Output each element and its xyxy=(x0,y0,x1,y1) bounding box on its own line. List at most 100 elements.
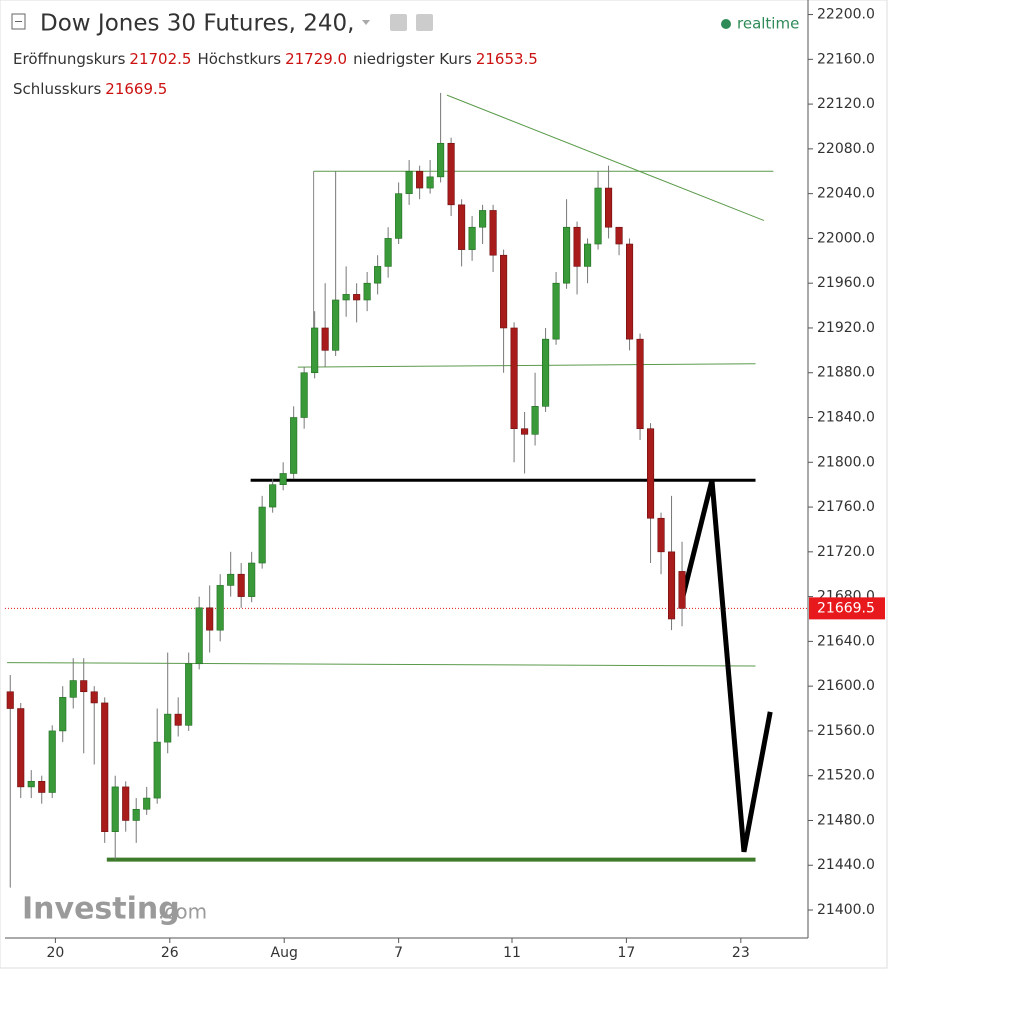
y-tick-label: 21520.0 xyxy=(817,768,875,784)
readout-name: niedrigster Kurs xyxy=(353,50,472,68)
candle-body xyxy=(363,282,371,301)
candle-body xyxy=(447,142,455,206)
candle-body xyxy=(6,691,14,709)
readout-value: 21702.5 xyxy=(129,50,192,68)
candle-body xyxy=(531,406,539,435)
candle-body xyxy=(311,327,319,374)
candle-body xyxy=(80,680,88,693)
candle-body xyxy=(395,193,403,239)
y-tick-label: 22000.0 xyxy=(817,230,875,246)
ohlc-readout: Eröffnungskurs 21702.5 Höchstkurs 21729.0 ni… xyxy=(13,44,544,104)
candle-body xyxy=(510,327,518,430)
realtime-label: realtime xyxy=(737,15,799,33)
candle-body xyxy=(269,484,277,508)
chart-title: Dow Jones 30 Futures, 240, xyxy=(40,11,354,37)
x-tick-label: 7 xyxy=(394,945,403,961)
candle-body xyxy=(290,417,298,474)
candle-body xyxy=(437,142,445,178)
candle-body xyxy=(500,254,508,329)
x-tick-label: Aug xyxy=(271,945,298,961)
candle-body xyxy=(111,786,119,832)
candle-body xyxy=(667,551,676,620)
candle-body xyxy=(479,210,487,228)
x-tick-label: 26 xyxy=(161,945,179,961)
y-tick-label: 21600.0 xyxy=(817,678,875,694)
y-tick-label: 22200.0 xyxy=(817,7,875,23)
drawing-layer xyxy=(7,94,774,862)
y-tick-label: 21760.0 xyxy=(817,499,875,515)
candle-body xyxy=(258,506,266,564)
candle-body xyxy=(38,780,46,793)
y-tick-label: 21560.0 xyxy=(817,723,875,739)
last-price-box xyxy=(809,597,885,620)
candle-body xyxy=(489,210,497,256)
readout-value: 21669.5 xyxy=(105,80,168,98)
candle-body xyxy=(605,187,613,228)
candle-body xyxy=(101,702,109,832)
y-tick-label: 21640.0 xyxy=(817,633,875,649)
candle-body xyxy=(237,573,245,597)
readout-row: Eröffnungskurs 21702.5 Höchstkurs 21729.0 ni… xyxy=(13,44,544,74)
y-tick-label: 22080.0 xyxy=(817,141,875,157)
y-tick-label: 22040.0 xyxy=(817,186,875,202)
watermark-brand: Investing xyxy=(22,892,180,927)
y-tick-label: 21800.0 xyxy=(817,454,875,470)
x-tick-label: 23 xyxy=(732,945,750,961)
y-tick-label: 21400.0 xyxy=(817,902,875,918)
candle-body xyxy=(122,786,130,821)
candle-body xyxy=(132,808,140,821)
candle-body xyxy=(227,573,235,586)
y-tick-label: 21880.0 xyxy=(817,365,875,381)
candle-body xyxy=(384,238,392,267)
candle-body xyxy=(678,571,686,609)
candle-body xyxy=(216,585,224,631)
watermark-suffix: .com xyxy=(158,900,207,924)
readout-value: 21653.5 xyxy=(475,50,538,68)
dropdown-icon[interactable] xyxy=(362,20,370,25)
gear-icon[interactable] xyxy=(416,14,433,31)
y-tick-label: 21440.0 xyxy=(817,857,875,873)
candle-body xyxy=(206,607,214,631)
candle-body xyxy=(174,713,182,726)
realtime-dot xyxy=(721,19,731,29)
trend-line xyxy=(7,662,756,667)
candle-body xyxy=(153,741,161,799)
candle-body xyxy=(48,730,56,793)
readout-name: Eröffnungskurs xyxy=(13,50,126,68)
y-tick-label: 21840.0 xyxy=(817,410,875,426)
candle-body xyxy=(458,204,466,250)
candle-body xyxy=(90,691,98,704)
readout-name: Höchstkurs xyxy=(197,50,282,68)
candle-body xyxy=(594,187,602,245)
candle-body xyxy=(300,372,308,418)
y-tick-label: 21920.0 xyxy=(817,320,875,336)
candle-body xyxy=(374,266,382,284)
candle-body xyxy=(626,243,634,340)
candle-body xyxy=(426,176,434,189)
candle-body xyxy=(195,607,203,665)
candle-body xyxy=(185,663,193,726)
settings-icon[interactable] xyxy=(390,14,407,31)
x-tick-label: 17 xyxy=(617,945,635,961)
candle-body xyxy=(636,338,644,430)
y-tick-label: 21960.0 xyxy=(817,275,875,291)
trend-line xyxy=(297,363,756,368)
candle-body xyxy=(69,680,77,698)
candle-body xyxy=(615,226,623,245)
candle-body xyxy=(521,428,529,435)
candle-body xyxy=(542,338,550,407)
readout-value: 21729.0 xyxy=(285,50,348,68)
candle-body xyxy=(563,226,571,284)
candle-body xyxy=(353,294,361,301)
candle-body xyxy=(584,243,592,267)
candle-body xyxy=(552,282,560,340)
candle-body xyxy=(59,697,67,732)
candle-body xyxy=(468,226,476,250)
candle-body xyxy=(657,517,665,553)
candle-body xyxy=(143,797,151,810)
candle-layer xyxy=(6,92,686,888)
y-tick-label: 22160.0 xyxy=(817,51,875,67)
y-tick-label: 21720.0 xyxy=(817,544,875,560)
